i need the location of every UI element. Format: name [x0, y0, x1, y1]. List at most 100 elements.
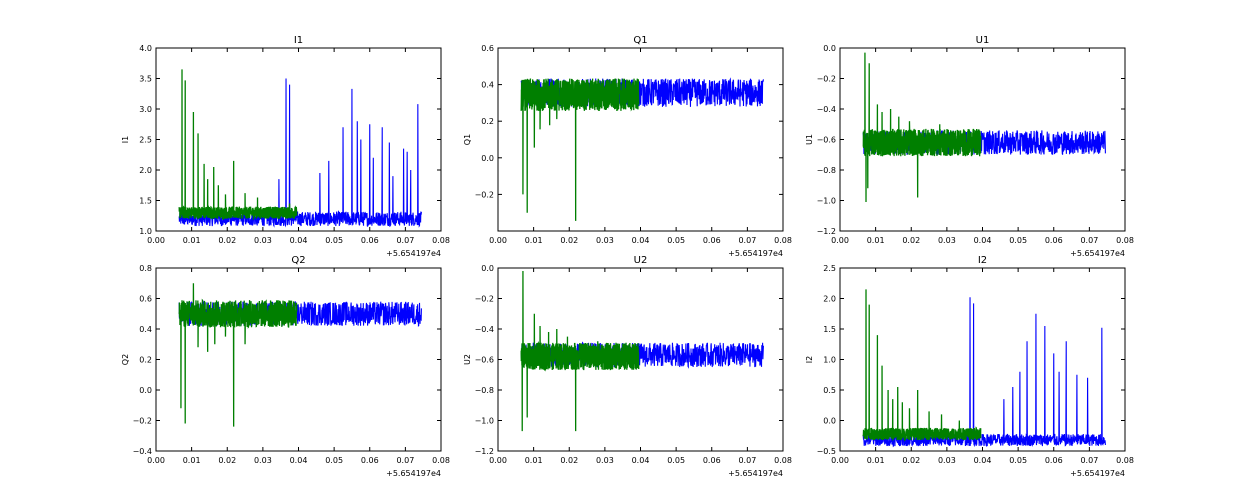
y-tick-label: −0.8 — [475, 386, 494, 395]
x-tick-label: 0.02 — [902, 236, 920, 245]
series-line-blue — [862, 297, 1106, 448]
x-tick-label: 0.01 — [525, 236, 543, 245]
x-tick-label: 0.04 — [974, 456, 992, 465]
x-tick-label: 0.07 — [396, 236, 414, 245]
x-tick-label: 0.04 — [974, 236, 992, 245]
x-offset-label: +5.654197e4 — [386, 469, 441, 478]
y-tick-label: 0.0 — [481, 264, 494, 273]
y-tick-label: 0.8 — [139, 264, 152, 273]
y-tick-label: −0.8 — [817, 166, 836, 175]
y-tick-label: −0.4 — [133, 447, 152, 456]
y-tick-label: −0.2 — [817, 75, 836, 84]
subplot-u1: 0.00 0.01 0.02 0.03 0.04 0.05 0.06 0.07 0.08 −1.2… — [805, 35, 1134, 258]
x-tick-label: 0.03 — [254, 236, 272, 245]
x-offset-label: +5.654197e4 — [728, 249, 783, 258]
y-tick-label: −1.0 — [475, 417, 494, 426]
y-tick-label: −0.2 — [133, 417, 152, 426]
y-tick-label: −0.4 — [817, 105, 836, 114]
x-tick-label: 0.05 — [325, 456, 343, 465]
x-tick-label: 0.07 — [738, 456, 756, 465]
y-tick-label: 0.4 — [481, 81, 494, 90]
x-tick-label: 0.01 — [183, 236, 201, 245]
x-tick-label: 0.08 — [774, 236, 792, 245]
plot-frame — [155, 267, 442, 452]
x-tick-label: 0.07 — [738, 236, 756, 245]
x-tick-label: 0.00 — [489, 236, 507, 245]
x-tick-label: 0.04 — [290, 456, 308, 465]
y-tick-label: 3.5 — [139, 75, 152, 84]
y-tick-label: 4.0 — [139, 44, 152, 53]
x-offset-label: +5.654197e4 — [1070, 249, 1125, 258]
y-tick-label: 0.4 — [139, 325, 152, 334]
y-tick-label: 0.2 — [139, 356, 152, 365]
x-tick-label: 0.06 — [1045, 456, 1063, 465]
x-tick-label: 0.06 — [703, 456, 721, 465]
x-tick-label: 0.03 — [596, 236, 614, 245]
x-tick-label: 0.08 — [432, 236, 450, 245]
y-tick-label: 2.5 — [139, 136, 152, 145]
x-tick-label: 0.08 — [432, 456, 450, 465]
y-tick-label: 0.2 — [481, 117, 494, 126]
y-tick-label: 2.5 — [823, 264, 836, 273]
series-line-green — [178, 69, 298, 221]
x-tick-label: 0.03 — [938, 456, 956, 465]
x-tick-label: 0.02 — [218, 236, 236, 245]
subplot-i1: 0.00 0.01 0.02 0.03 0.04 0.05 0.06 0.07 0.08 1.0 1… — [121, 35, 450, 258]
x-tick-label: 0.01 — [525, 456, 543, 465]
y-tick-label: −0.4 — [475, 325, 494, 334]
series-line-green — [520, 78, 640, 221]
x-tick-label: 0.06 — [361, 456, 379, 465]
y-tick-label: −1.2 — [475, 447, 494, 456]
y-axis-label: I2 — [805, 356, 814, 363]
series-line-green — [862, 52, 982, 203]
y-axis-label: Q1 — [463, 134, 472, 145]
x-tick-label: 0.02 — [560, 236, 578, 245]
x-tick-label: 0.06 — [703, 236, 721, 245]
x-tick-label: 0.02 — [902, 456, 920, 465]
subplot-i2: 0.00 0.01 0.02 0.03 0.04 0.05 0.06 0.07 0.08 −0.5… — [805, 255, 1134, 478]
y-tick-label: 0.6 — [139, 295, 152, 304]
y-tick-label: 1.5 — [139, 197, 152, 206]
series-line-green — [520, 271, 640, 432]
series-line-green — [862, 289, 982, 442]
x-tick-label: 0.07 — [396, 456, 414, 465]
x-tick-label: 0.06 — [1045, 236, 1063, 245]
x-tick-label: 0.00 — [831, 456, 849, 465]
x-tick-label: 0.03 — [596, 456, 614, 465]
plot-frame — [497, 47, 784, 232]
subplot-title: U1 — [976, 35, 990, 46]
series-line-blue — [178, 78, 422, 228]
subplot-q1: 0.00 0.01 0.02 0.03 0.04 0.05 0.06 0.07 0.08 −0.2… — [463, 35, 792, 258]
x-tick-label: 0.02 — [218, 456, 236, 465]
y-tick-label: 3.0 — [139, 105, 152, 114]
x-tick-label: 0.06 — [361, 236, 379, 245]
series-line-green — [178, 283, 298, 427]
subplot-title: I1 — [294, 35, 303, 46]
x-tick-label: 0.05 — [1009, 236, 1027, 245]
y-tick-label: 0.0 — [823, 44, 836, 53]
y-axis-label: Q2 — [121, 354, 130, 365]
y-tick-label: −0.6 — [817, 136, 836, 145]
y-tick-label: −0.5 — [817, 447, 836, 456]
subplot-title: U2 — [634, 255, 648, 266]
x-tick-label: 0.01 — [183, 456, 201, 465]
y-tick-label: 1.0 — [823, 356, 836, 365]
y-tick-label: −0.2 — [475, 295, 494, 304]
subplot-title: Q1 — [633, 35, 647, 46]
y-axis-label: I1 — [121, 136, 130, 143]
x-tick-label: 0.01 — [867, 236, 885, 245]
subplot-title: I2 — [978, 255, 987, 266]
x-tick-label: 0.02 — [560, 456, 578, 465]
y-tick-label: 0.0 — [823, 417, 836, 426]
x-tick-label: 0.04 — [632, 236, 650, 245]
y-tick-label: −1.2 — [817, 227, 836, 236]
x-tick-label: 0.04 — [632, 456, 650, 465]
x-offset-label: +5.654197e4 — [728, 469, 783, 478]
y-tick-label: 0.6 — [481, 44, 494, 53]
x-offset-label: +5.654197e4 — [386, 249, 441, 258]
y-tick-label: 1.5 — [823, 325, 836, 334]
y-tick-label: 0.5 — [823, 386, 836, 395]
subplot-title: Q2 — [291, 255, 305, 266]
y-tick-label: −0.2 — [475, 190, 494, 199]
